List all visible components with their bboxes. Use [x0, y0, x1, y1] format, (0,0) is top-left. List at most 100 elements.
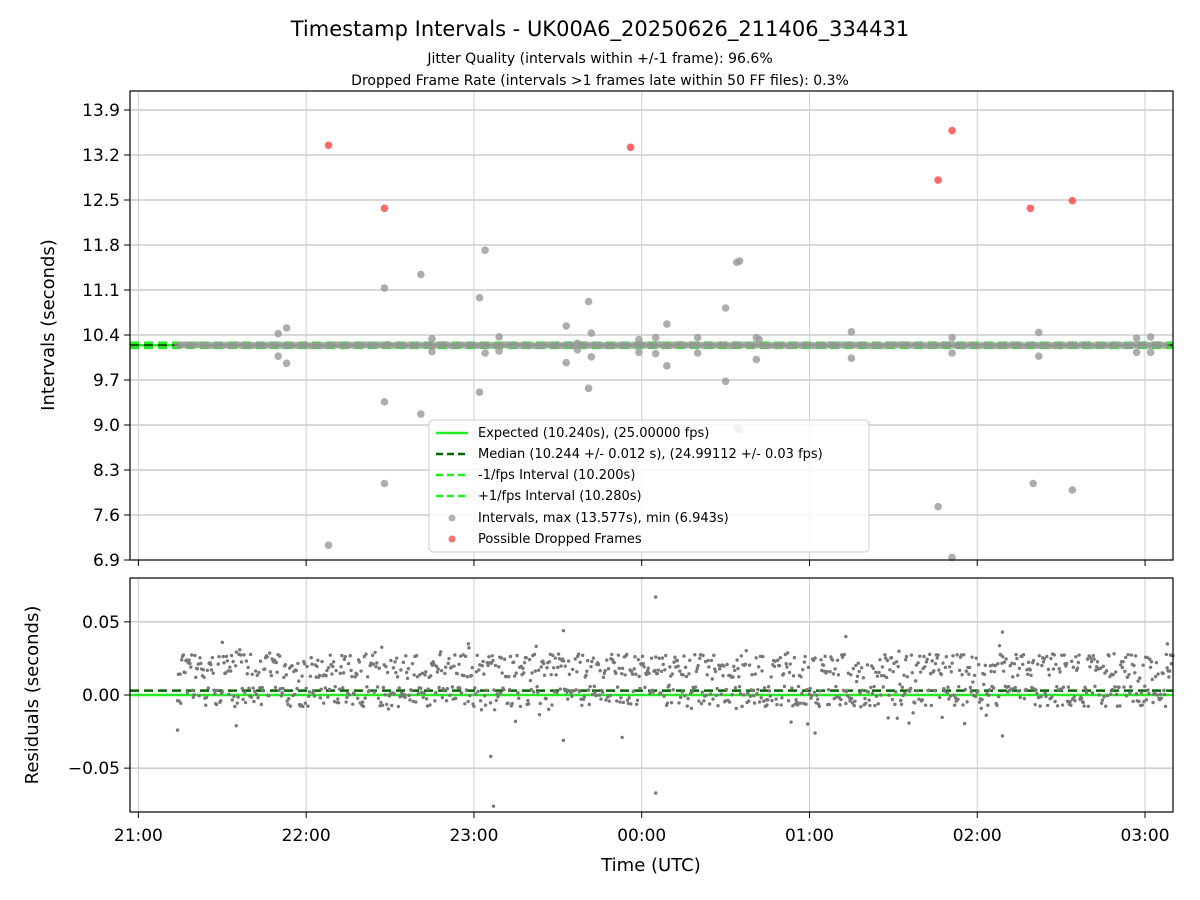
- residual-point: [664, 653, 668, 658]
- residual-point: [1014, 652, 1018, 657]
- residual-point: [887, 693, 891, 697]
- residual-point: [1060, 703, 1065, 707]
- residual-point: [949, 669, 954, 674]
- residual-point: [579, 697, 583, 701]
- residual-point: [1072, 695, 1076, 699]
- residual-point: [597, 693, 602, 697]
- residual-point: [869, 685, 873, 690]
- residual-point: [947, 697, 951, 701]
- residual-point: [469, 673, 474, 678]
- residual-point: [179, 701, 183, 705]
- top-y-axis-label: Intervals (seconds): [38, 239, 59, 411]
- residual-point: [709, 658, 714, 663]
- residual-point: [939, 672, 944, 677]
- residual-point: [315, 664, 319, 669]
- residual-point: [1058, 670, 1062, 674]
- interval-point: [663, 320, 671, 328]
- residual-point: [942, 689, 947, 693]
- residual-point: [206, 686, 210, 690]
- residual-point: [941, 661, 945, 665]
- interval-point: [1034, 328, 1043, 337]
- residual-point: [1029, 673, 1033, 678]
- residual-point: [727, 700, 732, 704]
- residual-point: [962, 721, 967, 726]
- residual-point: [544, 696, 548, 701]
- residual-point: [1033, 702, 1037, 707]
- residual-point: [702, 699, 706, 703]
- interval-point: [380, 479, 389, 488]
- residual-outlier-point: [175, 728, 180, 732]
- residual-point: [996, 662, 1000, 666]
- residual-point: [1091, 653, 1095, 658]
- residual-point: [466, 699, 470, 704]
- legend-plus-fps-label: +1/fps Interval (10.280s): [478, 489, 642, 504]
- residual-point: [908, 686, 913, 691]
- residual-point: [634, 672, 638, 676]
- residual-point: [258, 686, 262, 690]
- interval-point: [1146, 333, 1155, 341]
- residual-point: [1151, 700, 1155, 705]
- residual-point: [1054, 662, 1058, 667]
- residual-point: [857, 669, 861, 674]
- residual-point: [473, 686, 477, 690]
- x-tick-label: 21:00: [114, 826, 163, 846]
- residual-outlier-point: [561, 738, 566, 743]
- residual-point: [212, 688, 216, 692]
- residual-point: [324, 674, 328, 678]
- residual-point: [406, 666, 411, 671]
- residual-point: [1100, 698, 1105, 702]
- bottom-y-tick-label: 0.05: [82, 613, 120, 633]
- residual-point: [202, 675, 206, 679]
- residual-point: [630, 672, 635, 676]
- residual-point: [483, 703, 488, 707]
- residual-point: [632, 667, 636, 671]
- residual-point: [748, 694, 753, 698]
- interval-point: [721, 304, 730, 312]
- residual-point: [522, 660, 527, 665]
- residual-point: [1111, 673, 1115, 677]
- residual-point: [365, 675, 370, 679]
- residual-point: [1117, 685, 1121, 690]
- residual-point: [1053, 699, 1057, 704]
- residual-point: [752, 701, 757, 705]
- residual-point: [910, 670, 915, 675]
- residual-point: [830, 658, 835, 662]
- residual-point: [391, 666, 396, 670]
- residual-point: [1154, 660, 1159, 665]
- residual-point: [790, 686, 794, 690]
- residual-point: [512, 674, 517, 678]
- x-tick-label: 22:00: [282, 826, 331, 846]
- residual-point: [566, 697, 570, 701]
- residual-point: [526, 698, 530, 703]
- residual-point: [880, 665, 885, 669]
- residual-point: [1084, 687, 1088, 691]
- residual-point: [783, 652, 787, 657]
- residual-point: [194, 675, 198, 680]
- residual-point: [1071, 665, 1076, 669]
- residual-point: [680, 690, 685, 694]
- residual-point: [1134, 692, 1139, 696]
- residual-point: [1144, 698, 1149, 702]
- interval-point: [651, 333, 660, 342]
- residual-point: [253, 689, 257, 694]
- residual-point: [1167, 675, 1171, 679]
- residual-point: [836, 673, 841, 677]
- residual-point: [376, 696, 381, 700]
- residual-point: [189, 665, 193, 669]
- residual-point: [1102, 695, 1106, 699]
- residual-point: [1008, 664, 1012, 668]
- residual-point: [712, 653, 716, 657]
- residual-point: [1140, 703, 1144, 707]
- residual-point: [924, 660, 929, 664]
- residual-point: [963, 687, 968, 692]
- residual-point: [551, 666, 556, 670]
- residual-point: [642, 665, 646, 669]
- residual-point: [594, 694, 598, 698]
- residual-point: [348, 654, 352, 658]
- residual-point: [577, 689, 582, 694]
- residual-point: [1049, 656, 1053, 661]
- interval-point: [587, 329, 596, 337]
- residual-point: [508, 654, 513, 659]
- residual-point: [1147, 691, 1151, 696]
- residual-point: [781, 672, 786, 676]
